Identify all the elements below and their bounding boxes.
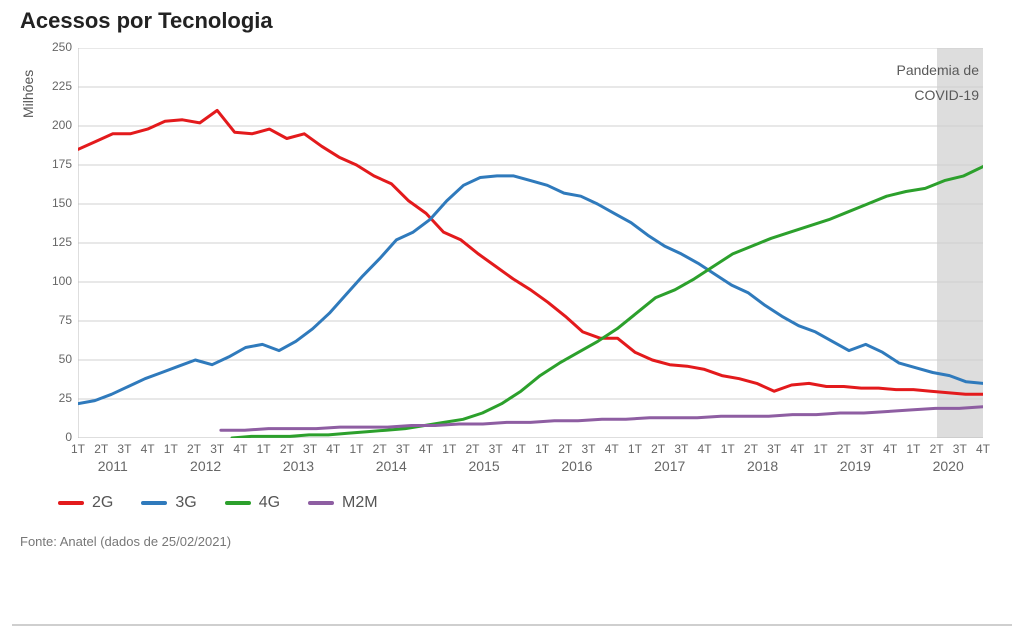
x-tick-quarter: 3T [300, 442, 320, 456]
legend-item-2g: 2G [58, 494, 113, 512]
y-tick: 125 [12, 235, 72, 249]
source-note: Fonte: Anatel (dados de 25/02/2021) [20, 534, 231, 549]
x-tick-quarter: 2T [184, 442, 204, 456]
y-tick: 100 [12, 274, 72, 288]
x-tick-quarter: 1T [254, 442, 274, 456]
legend-swatch [58, 501, 84, 505]
x-tick-year: 2013 [268, 458, 328, 474]
x-tick-quarter: 4T [787, 442, 807, 456]
x-tick-quarter: 1T [68, 442, 88, 456]
x-tick-quarter: 1T [439, 442, 459, 456]
x-tick-quarter: 4T [973, 442, 993, 456]
legend-label: 4G [259, 494, 280, 512]
x-tick-year: 2012 [176, 458, 236, 474]
x-tick-quarter: 4T [602, 442, 622, 456]
x-tick-quarter: 4T [880, 442, 900, 456]
x-tick-year: 2014 [361, 458, 421, 474]
x-tick-quarter: 3T [114, 442, 134, 456]
x-tick-year: 2016 [547, 458, 607, 474]
x-tick-year: 2017 [640, 458, 700, 474]
x-tick-quarter: 3T [950, 442, 970, 456]
chart-title: Acessos por Tecnologia [20, 8, 273, 34]
x-tick-quarter: 4T [138, 442, 158, 456]
x-tick-quarter: 3T [207, 442, 227, 456]
legend-label: 3G [175, 494, 196, 512]
x-tick-quarter: 3T [857, 442, 877, 456]
y-tick: 150 [12, 196, 72, 210]
y-tick: 75 [12, 313, 72, 327]
legend-label: 2G [92, 494, 113, 512]
x-tick-quarter: 1T [625, 442, 645, 456]
x-tick-quarter: 1T [532, 442, 552, 456]
y-tick: 50 [12, 352, 72, 366]
x-tick-quarter: 3T [486, 442, 506, 456]
legend-item-4g: 4G [225, 494, 280, 512]
y-axis-label: Milhões [20, 70, 36, 118]
x-tick-year: 2015 [454, 458, 514, 474]
x-tick-quarter: 1T [161, 442, 181, 456]
y-tick: 225 [12, 79, 72, 93]
y-tick: 250 [12, 40, 72, 54]
x-tick-quarter: 4T [509, 442, 529, 456]
series-2g [78, 110, 983, 394]
legend-swatch [308, 501, 334, 505]
x-tick-quarter: 2T [648, 442, 668, 456]
x-tick-quarter: 1T [811, 442, 831, 456]
x-tick-quarter: 4T [416, 442, 436, 456]
x-tick-quarter: 3T [393, 442, 413, 456]
x-tick-quarter: 1T [903, 442, 923, 456]
x-tick-year: 2011 [83, 458, 143, 474]
x-tick-year: 2020 [918, 458, 978, 474]
x-tick-quarter: 4T [323, 442, 343, 456]
x-tick-quarter: 2T [927, 442, 947, 456]
series-4g [232, 167, 983, 438]
x-tick-quarter: 3T [764, 442, 784, 456]
x-tick-quarter: 1T [346, 442, 366, 456]
legend: 2G 3G 4G M2M [58, 494, 378, 512]
x-tick-quarter: 2T [277, 442, 297, 456]
y-tick: 0 [12, 430, 72, 444]
x-tick-year: 2019 [825, 458, 885, 474]
series-m2m [221, 407, 983, 430]
x-tick-quarter: 2T [370, 442, 390, 456]
y-tick: 200 [12, 118, 72, 132]
x-tick-quarter: 2T [462, 442, 482, 456]
x-tick-quarter: 3T [671, 442, 691, 456]
x-tick-quarter: 4T [695, 442, 715, 456]
x-tick-quarter: 2T [834, 442, 854, 456]
x-tick-year: 2018 [733, 458, 793, 474]
footer-rule [12, 624, 1012, 626]
x-tick-quarter: 1T [718, 442, 738, 456]
legend-item-m2m: M2M [308, 494, 378, 512]
x-tick-quarter: 3T [579, 442, 599, 456]
x-tick-quarter: 2T [741, 442, 761, 456]
legend-swatch [225, 501, 251, 505]
x-tick-quarter: 2T [91, 442, 111, 456]
y-tick: 175 [12, 157, 72, 171]
line-chart [78, 48, 983, 438]
legend-item-3g: 3G [141, 494, 196, 512]
x-tick-quarter: 2T [555, 442, 575, 456]
legend-swatch [141, 501, 167, 505]
y-tick: 25 [12, 391, 72, 405]
legend-label: M2M [342, 494, 378, 512]
x-tick-quarter: 4T [230, 442, 250, 456]
